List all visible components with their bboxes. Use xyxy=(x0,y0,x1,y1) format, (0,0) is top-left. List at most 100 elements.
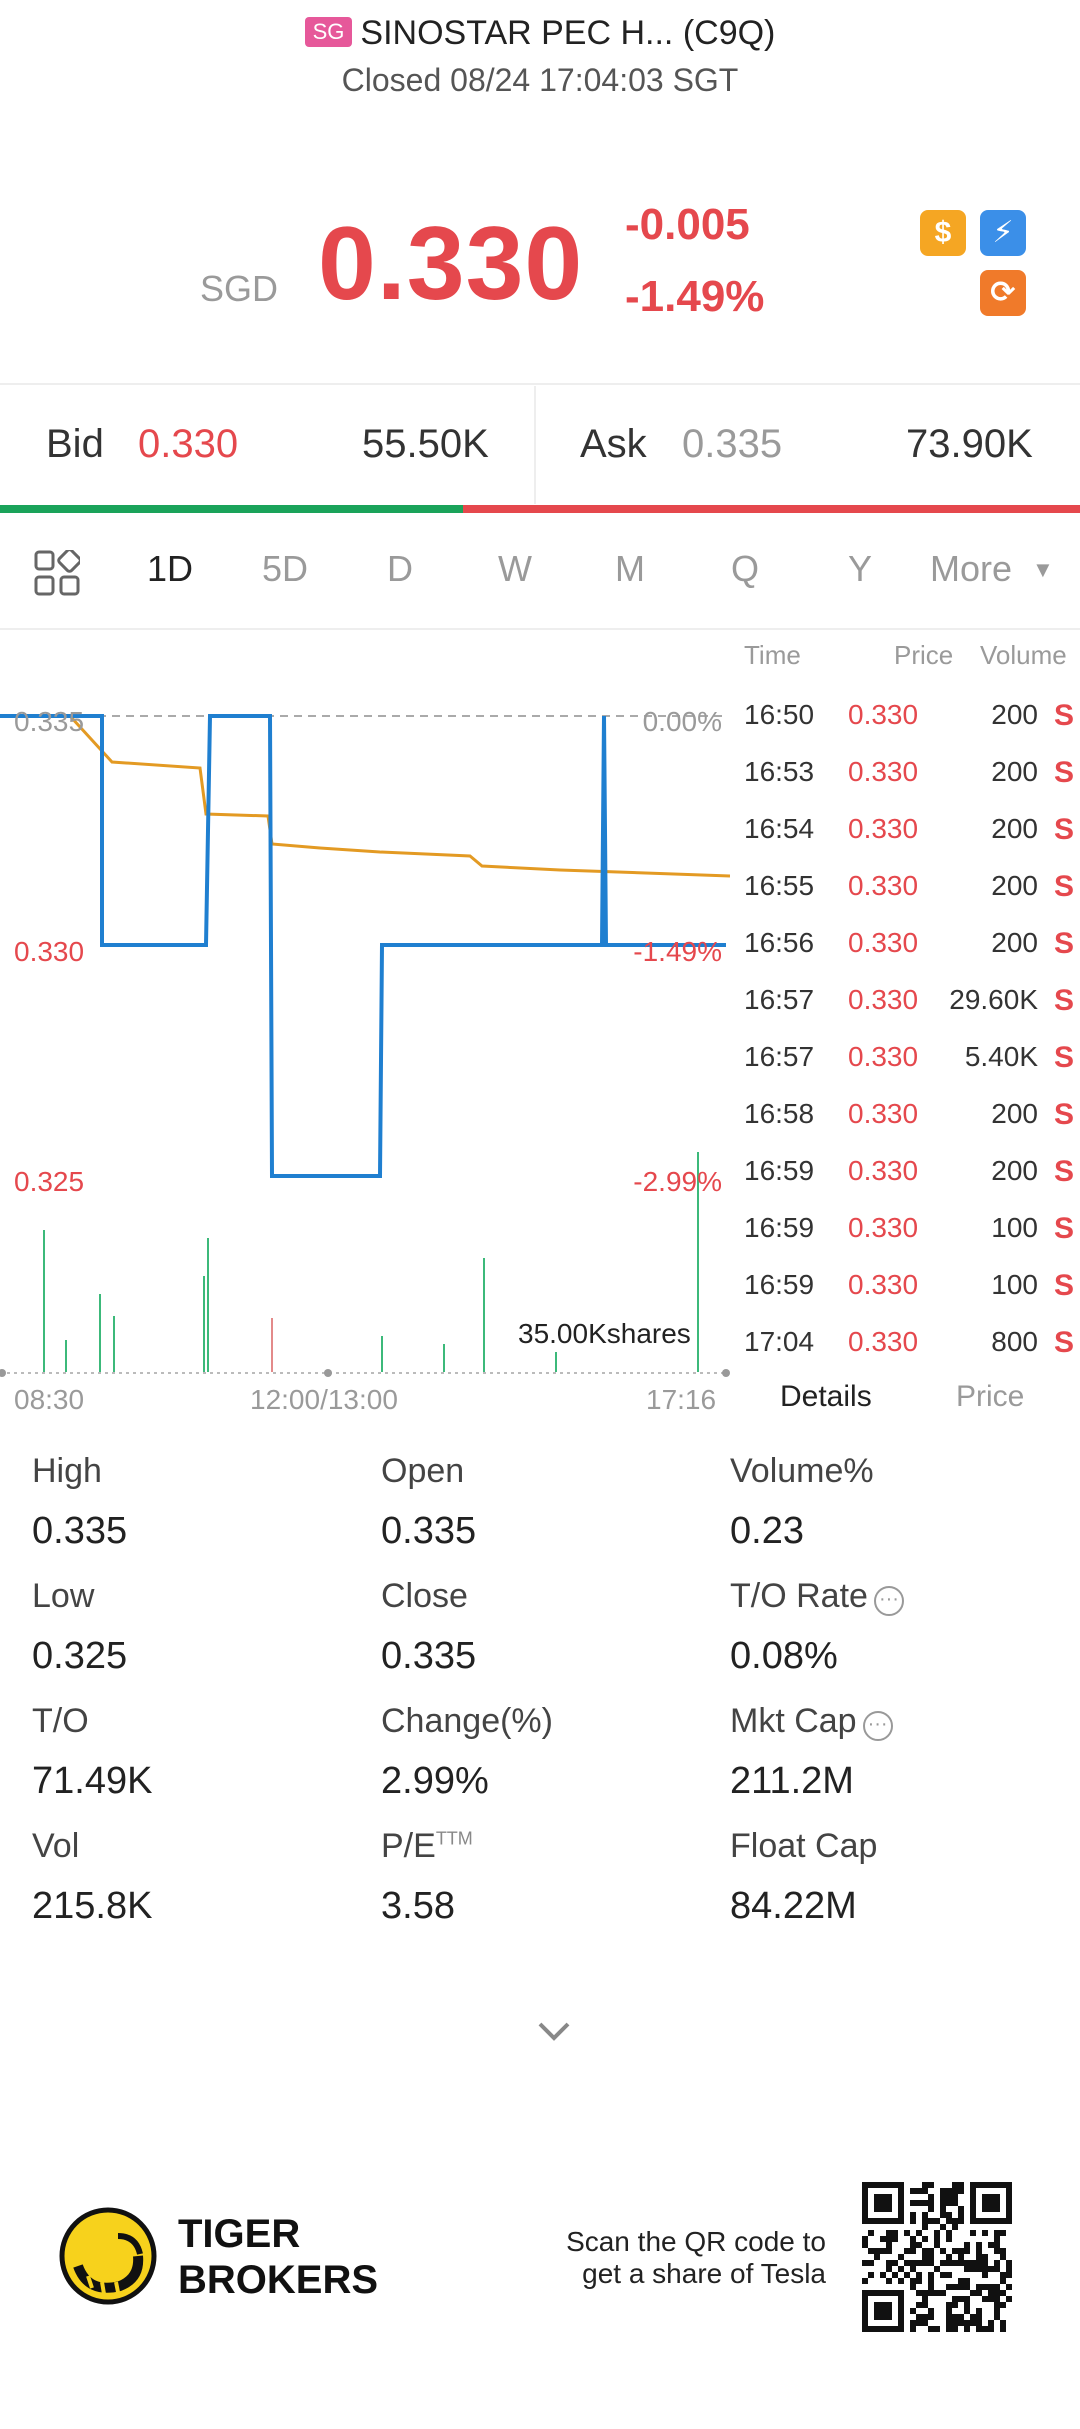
tick-time: 16:53 xyxy=(744,756,815,787)
axis-dot xyxy=(324,1369,332,1377)
tick-row: 16:57 0.330 5.40K S xyxy=(740,1041,1080,1098)
axis-dot xyxy=(722,1369,730,1377)
stat-label: Mkt Cap ··· xyxy=(730,1702,893,1741)
tick-side-flag: S xyxy=(1053,813,1074,846)
tab-5d[interactable]: 5D xyxy=(261,548,309,589)
tab-w[interactable]: W xyxy=(498,548,532,589)
y-label-low: 0.325 xyxy=(14,1166,85,1197)
tick-row: 16:56 0.330 200 S xyxy=(740,927,1080,984)
tab-1d[interactable]: 1D xyxy=(146,548,194,589)
qr-caption: Scan the QR code to get a share of Tesla xyxy=(520,2226,826,2290)
tick-row: 16:54 0.330 200 S xyxy=(740,813,1080,870)
tiger-logo-icon xyxy=(58,2206,158,2306)
currency-label: SGD xyxy=(200,268,279,309)
stat-label: Open xyxy=(381,1452,464,1491)
stat-value: 84.22M xyxy=(730,1885,857,1927)
tick-side-flag: S xyxy=(1053,1041,1074,1074)
tick-side-flag: S xyxy=(1053,1269,1074,1302)
tick-volume: 800 xyxy=(991,1326,1038,1357)
layout-grid-icon[interactable] xyxy=(34,548,82,596)
tab-more-label: More xyxy=(930,548,1013,589)
stat-label-text: Open xyxy=(381,1452,465,1490)
tick-row: 16:53 0.330 200 S xyxy=(740,756,1080,813)
brand-line2: BROKERS xyxy=(178,2258,379,2302)
stat-label: Change(%) xyxy=(381,1702,553,1741)
stat-value: 0.325 xyxy=(32,1635,128,1677)
price-change-pct: -1.49% xyxy=(625,272,765,321)
stat-label-text: Float Cap xyxy=(730,1827,878,1865)
qr-code[interactable] xyxy=(862,2182,1012,2332)
tick-volume: 100 xyxy=(991,1269,1038,1300)
tick-side-flag: S xyxy=(1053,1326,1074,1359)
tab-q[interactable]: Q xyxy=(730,548,759,589)
stat-label-text: High xyxy=(32,1452,102,1490)
info-icon[interactable]: ··· xyxy=(873,1586,904,1616)
tick-price: 0.330 xyxy=(848,1326,919,1357)
pct-label-mid: -1.49% xyxy=(633,936,722,967)
tick-price: 0.330 xyxy=(848,1269,919,1300)
tick-side-flag: S xyxy=(1053,1098,1074,1131)
tick-price: 0.330 xyxy=(848,870,919,901)
stat-label: High xyxy=(32,1452,102,1491)
stat-label: T/O Rate ··· xyxy=(730,1577,904,1616)
divider xyxy=(0,628,1080,630)
tick-header-price: Price xyxy=(894,640,954,670)
tick-side-flag: S xyxy=(1053,1212,1074,1245)
axis-dot xyxy=(0,1369,6,1377)
y-label-mid: 0.330 xyxy=(14,936,85,967)
qr-caption-line1: Scan the QR code to xyxy=(566,2226,826,2257)
tab-m[interactable]: M xyxy=(615,548,645,589)
tick-price: 0.330 xyxy=(848,984,919,1015)
x-label-open: 08:30 xyxy=(14,1384,85,1415)
tick-side-flag: S xyxy=(1053,927,1074,960)
trade-icon[interactable]: ⟳ xyxy=(980,270,1026,316)
bid-label: Bid xyxy=(46,422,104,466)
stat-label-text: T/O xyxy=(32,1702,89,1740)
stat-label-text: P/E xyxy=(381,1827,436,1865)
tab-price[interactable]: Price xyxy=(956,1380,1025,1413)
tick-volume: 200 xyxy=(991,1155,1038,1186)
ask-volume: 73.90K xyxy=(906,422,1033,466)
tick-row: 17:04 0.330 800 S xyxy=(740,1326,1080,1383)
tick-time: 16:59 xyxy=(744,1155,815,1186)
tick-price: 0.330 xyxy=(848,1098,919,1129)
pct-label-low: -2.99% xyxy=(633,1166,722,1197)
tab-y[interactable]: Y xyxy=(847,548,872,589)
stat-label-text: Change(%) xyxy=(381,1702,553,1740)
dollar-icon[interactable]: $ xyxy=(920,210,966,256)
market-status: Closed 08/24 17:04:03 SGT xyxy=(341,62,739,98)
tick-time: 16:55 xyxy=(744,870,815,901)
tick-time: 16:54 xyxy=(744,813,815,844)
chevron-down-icon[interactable] xyxy=(534,2016,574,2046)
stat-label: Float Cap xyxy=(730,1827,877,1866)
info-icon[interactable]: ··· xyxy=(862,1711,893,1741)
tick-volume: 200 xyxy=(991,1098,1038,1129)
tick-row: 16:59 0.330 100 S xyxy=(740,1269,1080,1326)
tick-side-flag: S xyxy=(1053,870,1074,903)
x-label-break: 12:00/13:00 xyxy=(250,1384,398,1415)
stat-value: 215.8K xyxy=(32,1885,153,1927)
tab-more[interactable]: More ▼ xyxy=(930,548,1070,590)
tick-volume: 200 xyxy=(991,870,1038,901)
intraday-chart[interactable] xyxy=(0,640,730,1380)
tab-d[interactable]: D xyxy=(387,548,413,589)
stat-label: T/O xyxy=(32,1702,89,1741)
tick-time: 17:04 xyxy=(744,1326,815,1357)
stat-label-text: Vol xyxy=(32,1827,80,1865)
lightning-icon[interactable]: ⚡ xyxy=(980,210,1026,256)
stat-label-text: T/O Rate xyxy=(730,1577,868,1615)
tick-time: 16:59 xyxy=(744,1212,815,1243)
qr-caption-line2: get a share of Tesla xyxy=(582,2258,826,2289)
tick-side-flag: S xyxy=(1053,699,1074,732)
tick-volume: 29.60K xyxy=(949,984,1038,1015)
tab-details[interactable]: Details xyxy=(780,1380,872,1413)
tick-price: 0.330 xyxy=(848,756,919,787)
volume-bars xyxy=(43,1152,699,1372)
brand-line1: TIGER xyxy=(178,2212,301,2256)
tick-row: 16:58 0.330 200 S xyxy=(740,1098,1080,1155)
ask-ratio-bar xyxy=(463,505,1080,513)
tick-price: 0.330 xyxy=(848,699,919,730)
stock-name: SINOSTAR PEC H... (C9Q) xyxy=(360,14,776,52)
tick-price: 0.330 xyxy=(848,813,919,844)
price-line xyxy=(0,714,726,1178)
